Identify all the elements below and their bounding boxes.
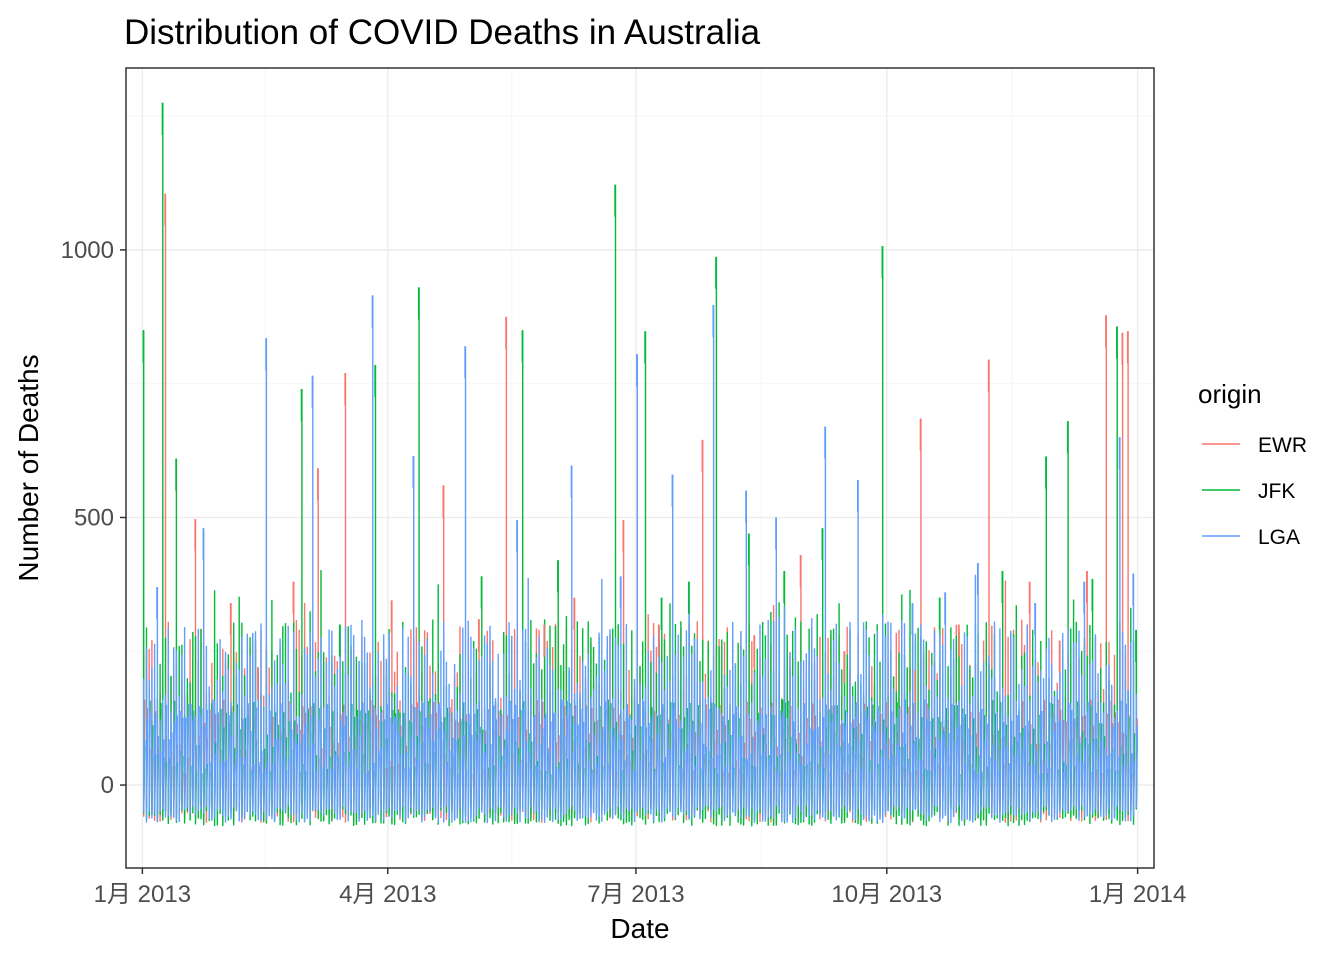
x-tick-label: 10月 2013 <box>831 881 942 908</box>
x-tick-label: 4月 2013 <box>339 881 436 908</box>
y-tick-label: 1000 <box>61 237 114 264</box>
legend-label-ewr: EWR <box>1258 434 1307 457</box>
y-axis-title: Number of Deaths <box>13 354 44 581</box>
legend-label-jfk: JFK <box>1258 480 1295 503</box>
series-line-lga <box>143 295 1138 824</box>
y-axis: 0 500 1000 <box>61 237 126 799</box>
x-axis-title: Date <box>610 913 669 944</box>
y-tick-label: 500 <box>74 504 114 531</box>
plot-border <box>125 67 1155 869</box>
series-layer <box>142 102 1138 827</box>
chart-title: Distribution of COVID Deaths in Australi… <box>124 13 761 52</box>
x-tick-label: 7月 2013 <box>587 881 684 908</box>
legend-title: origin <box>1198 379 1262 409</box>
x-tick-label: 1月 2013 <box>94 881 191 908</box>
x-tick-label: 1月 2014 <box>1089 881 1186 908</box>
legend-label-lga: LGA <box>1258 526 1300 549</box>
grid-lines <box>126 68 1154 868</box>
y-tick-label: 0 <box>101 772 114 799</box>
legend: origin EWR JFK LGA <box>1198 379 1307 549</box>
x-axis: 1月 2013 4月 2013 7月 2013 10月 2013 1月 2014 <box>94 868 1186 908</box>
